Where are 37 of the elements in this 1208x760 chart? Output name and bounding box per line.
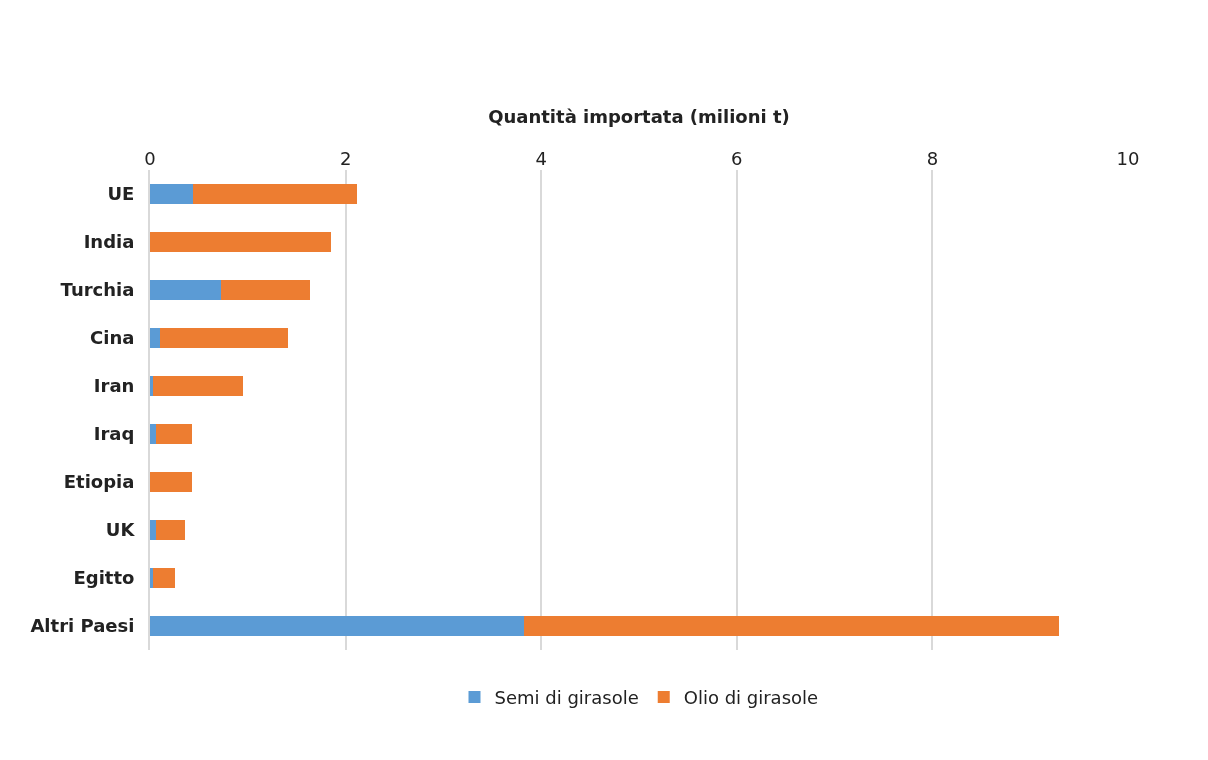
- y-tick-label: UE: [107, 183, 135, 205]
- bar: [155, 424, 193, 444]
- legend-label: Semi di girasole: [494, 687, 639, 709]
- bar: [155, 520, 186, 540]
- x-tick-label: 2: [339, 148, 352, 170]
- bar: [152, 376, 243, 396]
- x-axis-title: Quantità importata (milioni t): [488, 105, 790, 127]
- bar: [150, 376, 153, 396]
- y-tick-label: Egitto: [73, 567, 135, 589]
- legend-label: Olio di girasole: [683, 687, 819, 709]
- y-tick-label: Cina: [90, 327, 135, 349]
- bar: [150, 472, 193, 492]
- x-tick-label: 6: [731, 148, 743, 170]
- bar: [221, 280, 311, 300]
- y-tick-label: Iran: [93, 375, 135, 397]
- y-tick-label: Altri Paesi: [30, 615, 135, 637]
- bar: [150, 424, 156, 444]
- y-tick-label: India: [83, 231, 135, 253]
- x-tick-label: 10: [1116, 148, 1140, 170]
- bar: [150, 232, 331, 252]
- bar: [150, 520, 156, 540]
- bar: [150, 184, 194, 204]
- x-tick-label: 8: [926, 148, 939, 170]
- y-tick-label: UK: [105, 519, 136, 541]
- bar: [193, 184, 358, 204]
- bar: [150, 328, 160, 348]
- bar: [159, 328, 288, 348]
- y-tick-label: Turchia: [60, 279, 135, 301]
- y-tick-label: Iraq: [93, 423, 135, 445]
- y-tick-label: Etiopia: [63, 471, 135, 493]
- bar: [150, 568, 153, 588]
- bar: [150, 616, 524, 636]
- bar: [152, 568, 176, 588]
- bar: [150, 280, 222, 300]
- x-tick-label: 4: [535, 148, 547, 170]
- bar: [523, 616, 1059, 636]
- x-tick-label: 0: [144, 148, 156, 170]
